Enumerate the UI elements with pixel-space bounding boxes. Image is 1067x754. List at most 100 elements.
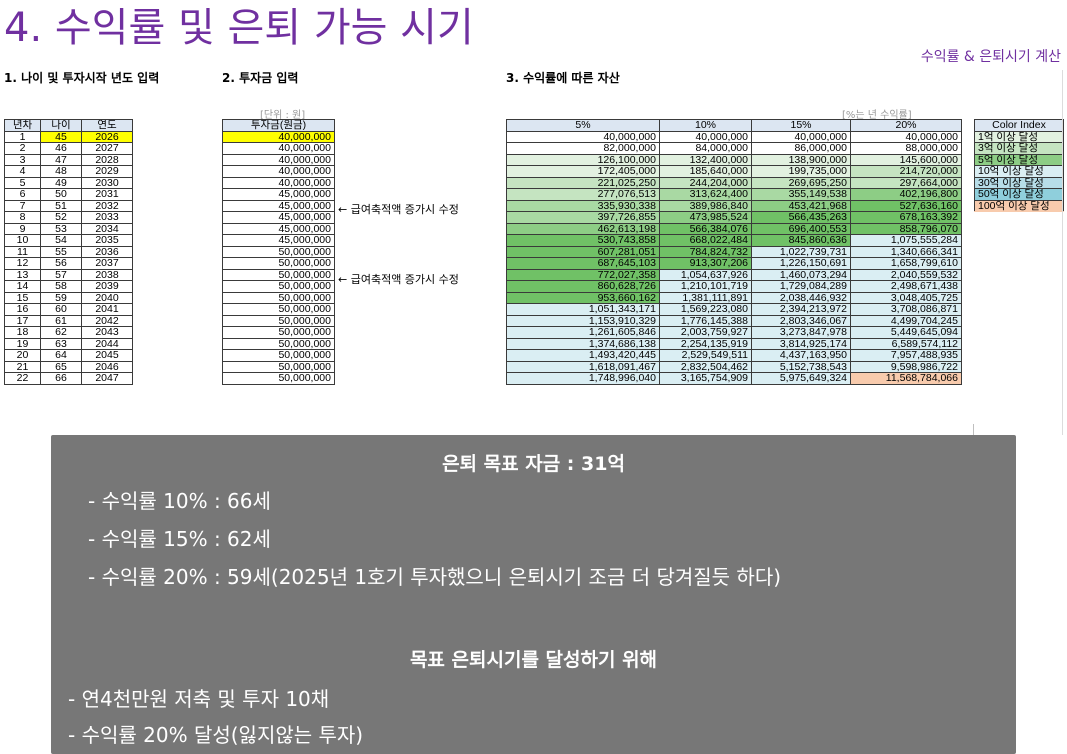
asset-cell: 3,048,405,725 [850,291,962,304]
year-cell: 2032 [81,199,133,212]
year-cell: 2046 [81,360,133,373]
asset-cell: 566,384,076 [659,222,752,235]
year-cell: 2042 [81,314,133,327]
table-row: 45,000,000 [222,222,335,235]
asset-cell: 1,075,555,284 [850,234,962,247]
table-row: 40,000,000 [222,153,335,166]
asset-cell: 1,493,420,445 [506,349,660,362]
asset-cell: 1,460,073,294 [751,268,851,281]
principal-cell: 50,000,000 [222,349,335,362]
age-cell: 45 [40,130,82,143]
age-cell: 49 [40,176,82,189]
principal-cell: 45,000,000 [222,211,335,224]
year-index-cell: 21 [4,360,41,373]
year-cell: 2037 [81,257,133,270]
age-cell: 51 [40,199,82,212]
year-cell: 2045 [81,349,133,362]
note-salary-update: ← 급여축적액 증가시 수정 [338,273,459,286]
header-rate-10: 10% [659,119,752,132]
asset-cell: 678,163,392 [850,211,962,224]
asset-cell: 5,152,738,543 [751,360,851,373]
table-row: 6 50 2031 [4,188,133,201]
age-cell: 61 [40,314,82,327]
year-index-cell: 10 [4,234,41,247]
table-row: 9 53 2034 [4,222,133,235]
header-rate-20: 20% [850,119,962,132]
table-row: 45,000,000 [222,188,335,201]
year-index-cell: 9 [4,222,41,235]
table-row: 335,930,338 389,986,840 453,421,968 527,636… [506,199,962,212]
asset-cell: 297,664,000 [850,176,962,189]
table-row: 40,000,000 [222,130,335,143]
color-index-table: Color Index 1억 이상 달성 3억 이상 달성 5억 이상 달성 10억 … [974,119,1064,212]
year-cell: 2034 [81,222,133,235]
year-index-cell: 19 [4,337,41,350]
asset-cell: 145,600,000 [850,153,962,166]
asset-cell: 1,022,739,731 [751,245,851,258]
year-index-cell: 6 [4,188,41,201]
year-cell: 2030 [81,176,133,189]
asset-cell: 1,374,686,138 [506,337,660,350]
table-row: 10억 이상 달성 [974,165,1064,178]
age-cell: 50 [40,188,82,201]
principal-cell: 50,000,000 [222,326,335,339]
table-row: 40,000,000 [222,176,335,189]
table-row: 50,000,000 [222,337,335,350]
table-row: 7 51 2032 [4,199,133,212]
table-row: 8 52 2033 [4,211,133,224]
asset-cell: 860,628,726 [506,280,660,293]
asset-cell: 5,975,649,324 [751,372,851,385]
table-row: 19 63 2044 [4,337,133,350]
asset-cell: 1,748,996,040 [506,372,660,385]
section-invest-heading: 2. 투자금 입력 [222,71,299,85]
age-cell: 59 [40,291,82,304]
table-row: 5억 이상 달성 [974,153,1064,166]
table-row: 50,000,000 [222,268,335,281]
table-row: 1,261,605,846 2,003,759,927 3,273,847,978 5… [506,326,962,339]
header-principal: 투자금(원금) [222,119,335,132]
table-row: 20 64 2045 [4,349,133,362]
section-asset-heading: 3. 수익률에 따른 자산 [506,71,620,85]
age-cell: 55 [40,245,82,258]
asset-cell: 2,529,549,511 [659,349,752,362]
table-row: 462,613,198 566,384,076 696,400,553 858,796… [506,222,962,235]
table-row: 40,000,000 [222,165,335,178]
year-index-cell: 1 [4,130,41,143]
asset-cell: 1,054,637,926 [659,268,752,281]
age-cell: 48 [40,165,82,178]
asset-cell: 3,814,925,174 [751,337,851,350]
year-cell: 2047 [81,372,133,385]
year-cell: 2029 [81,165,133,178]
table-row: 50,000,000 [222,291,335,304]
age-cell: 57 [40,268,82,281]
asset-cell: 2,832,504,462 [659,360,752,373]
table-row: 21 65 2046 [4,360,133,373]
asset-cell: 527,636,160 [850,199,962,212]
asset-cell: 86,000,000 [751,142,851,155]
retirement-goal-heading: 은퇴 목표 자금 : 31억 [442,453,625,475]
principal-cell: 50,000,000 [222,372,335,385]
principal-cell: 40,000,000 [222,142,335,155]
asset-cell: 1,051,343,171 [506,303,660,316]
asset-by-rate-table: 5% 10% 15% 20% 40,000,000 40,000,000 40,00… [506,119,962,385]
asset-cell: 221,025,250 [506,176,660,189]
principal-cell: 45,000,000 [222,222,335,235]
asset-cell: 3,708,086,871 [850,303,962,316]
table-row: 687,645,103 913,307,206 1,226,150,691 1,658… [506,257,962,270]
principal-cell: 50,000,000 [222,291,335,304]
principal-cell: 40,000,000 [222,176,335,189]
principal-cell: 50,000,000 [222,245,335,258]
age-cell: 58 [40,280,82,293]
table-row: 45,000,000 [222,199,335,212]
asset-cell: 1,340,666,341 [850,245,962,258]
header-age: 나이 [40,119,82,132]
principal-cell: 50,000,000 [222,360,335,373]
year-cell: 2027 [81,142,133,155]
color-index-header: Color Index [974,119,1064,132]
age-cell: 47 [40,153,82,166]
grid-edge [973,424,974,435]
principal-cell: 40,000,000 [222,130,335,143]
table-row: 17 61 2042 [4,314,133,327]
age-cell: 60 [40,303,82,316]
table-row: 172,405,000 185,640,000 199,735,000 214,720… [506,165,962,178]
